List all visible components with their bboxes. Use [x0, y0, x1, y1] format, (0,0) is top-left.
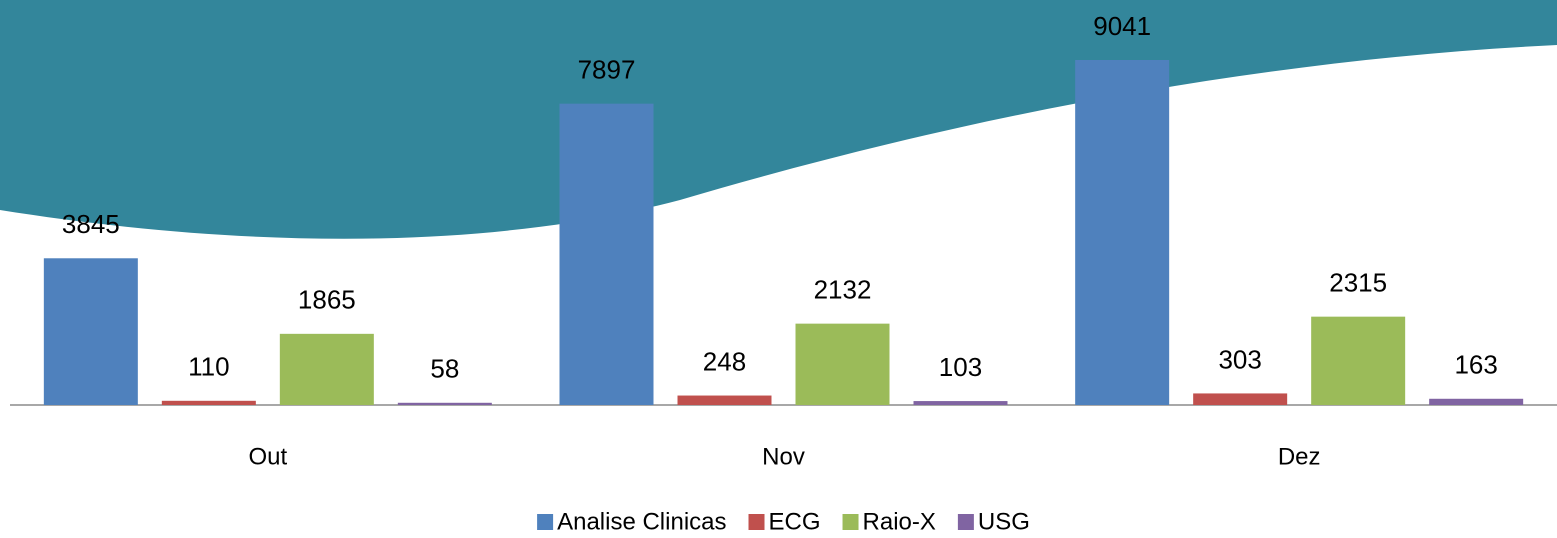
legend-swatch — [537, 514, 553, 530]
legend-swatch — [749, 514, 765, 530]
legend-label: ECG — [769, 508, 821, 535]
bar — [162, 401, 256, 405]
bar — [1193, 393, 1287, 405]
bar — [398, 403, 492, 405]
legend-label: Raio-X — [863, 508, 936, 535]
bar — [44, 258, 138, 405]
data-label: 2315 — [1329, 268, 1387, 298]
x-tick-label: Out — [248, 443, 287, 470]
data-label: 110 — [188, 352, 229, 382]
x-tick-label: Nov — [762, 443, 805, 470]
data-label: 248 — [703, 346, 746, 376]
bar — [280, 334, 374, 405]
legend-swatch — [843, 514, 859, 530]
data-label: 3845 — [62, 209, 120, 239]
bar — [1075, 60, 1169, 405]
chart: Out 3845 110 1865 58 Nov 7897 248 2132 103 Dez 9041… — [0, 0, 1557, 538]
data-label: 303 — [1218, 344, 1261, 374]
bar — [560, 104, 654, 405]
background-wave — [0, 0, 1557, 239]
bar — [678, 396, 772, 405]
data-label: 163 — [1454, 350, 1497, 380]
legend-label: Analise Clinicas — [557, 508, 726, 535]
bar — [1311, 317, 1405, 405]
data-label: 1865 — [298, 285, 356, 315]
legend-label: USG — [978, 508, 1030, 535]
bar — [914, 401, 1008, 405]
data-label: 58 — [430, 354, 459, 384]
bar — [796, 324, 890, 405]
data-label: 103 — [939, 352, 982, 382]
legend-swatch — [958, 514, 974, 530]
data-label: 2132 — [814, 275, 872, 305]
bar — [1429, 399, 1523, 405]
x-tick-label: Dez — [1278, 443, 1321, 470]
data-label: 9041 — [1093, 11, 1151, 41]
data-label: 7897 — [578, 55, 636, 85]
